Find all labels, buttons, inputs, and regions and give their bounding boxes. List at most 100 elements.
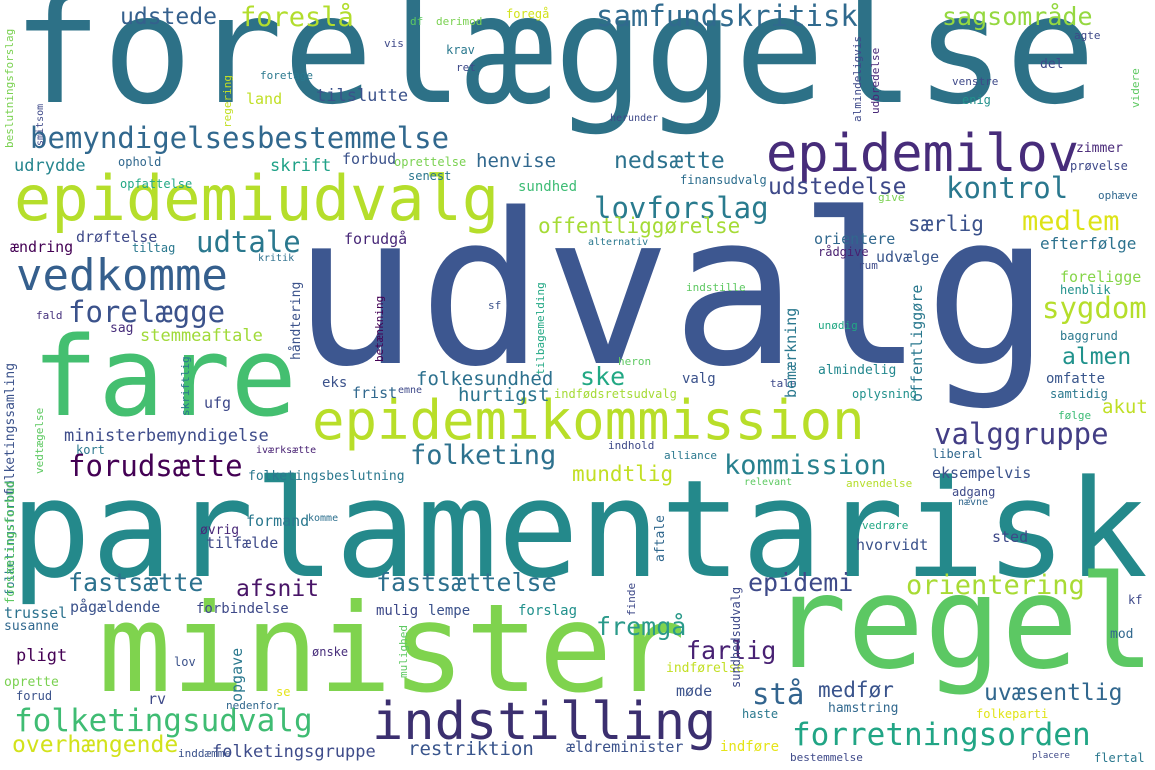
word-videre: videre <box>1129 68 1142 108</box>
word-forelaeggelse: forelæggelse <box>12 0 1096 138</box>
word-epidemikommission: epidemikommission <box>312 389 865 452</box>
word-enig: enig <box>962 93 991 107</box>
word-derimod: derimod <box>436 15 483 28</box>
word-stemmeaftale: stemmeaftale <box>140 326 263 346</box>
word-epidemilov: epidemilov <box>766 124 1080 184</box>
word-alliance: alliance <box>664 449 717 462</box>
word-bemyndigelsesbestemmelse: bemyndigelsesbestemmelse <box>30 121 450 155</box>
word-raadgive: rådgive <box>818 245 869 259</box>
word-trussel: trussel <box>4 604 68 622</box>
word-kf: kf <box>1128 593 1143 607</box>
word-fremgaa: fremgå <box>596 612 687 641</box>
word-zimmer: zimmer <box>1076 141 1123 156</box>
word-lempe: lempe <box>428 603 471 619</box>
word-beslutningsforslag: beslutningsforslag <box>3 28 16 148</box>
word-henvise: henvise <box>476 150 557 172</box>
word-fald: fald <box>36 309 63 322</box>
word-minister: minister <box>98 578 686 720</box>
word-oevrig: øvrig <box>200 523 240 538</box>
word-regering: regering <box>221 75 234 128</box>
word-tilfaelde: tilfælde <box>206 534 279 552</box>
word-almindeligvis: almindeligvis <box>851 35 864 122</box>
word-indstille: indstille <box>686 281 746 294</box>
word-indfoere: indføre <box>720 739 780 755</box>
word-se: se <box>276 685 291 699</box>
word-land: land <box>246 90 283 108</box>
word-kritik: kritik <box>258 253 295 264</box>
word-foregaa: foregå <box>506 7 550 21</box>
word-overhaengende: overhængende <box>12 732 179 758</box>
word-udstedelse: udstedelse <box>768 174 907 200</box>
word-aendring: ændring <box>10 238 74 256</box>
word-vedkomme: vedkomme <box>16 250 228 301</box>
word-foreslaa: foreslå <box>240 2 354 33</box>
word-aftale: aftale <box>653 515 668 562</box>
word-df: df <box>410 15 424 28</box>
word-epidemiudvalg: epidemiudvalg <box>14 162 500 235</box>
word-del: del <box>1040 57 1064 72</box>
word-kontrol: kontrol <box>946 171 1069 205</box>
word-folkesundhed: folkesundhed <box>416 368 554 390</box>
word-naevne: nævne <box>958 497 989 508</box>
word-ivaerksaette: iværksætte <box>256 445 317 456</box>
word-folketingssamling: folketingssamling <box>3 362 18 496</box>
word-droeftelse: drøftelse <box>76 228 158 246</box>
word-adgang: adgang <box>952 485 996 499</box>
word-udvalg: udvalg <box>292 168 1051 413</box>
word-henblik: henblik <box>1060 283 1111 297</box>
word-anvendelse: anvendelse <box>846 477 913 490</box>
word-hvorvidt: hvorvidt <box>856 536 929 554</box>
word-rv: rv <box>148 690 167 708</box>
word-vedroere: vedrøre <box>862 519 909 532</box>
word-smitsom: smitsom <box>35 103 46 146</box>
word-inddaemme: inddæmme <box>178 747 231 760</box>
word-samfundskritisk: samfundskritisk <box>596 0 858 33</box>
word-nedsaette: nedsætte <box>614 148 725 174</box>
word-orientering: orientering <box>906 570 1085 601</box>
word-tiltag: tiltag <box>132 241 176 255</box>
word-foelge: følge <box>1058 409 1092 422</box>
word-vedtaegelse: vedtægelse <box>33 407 46 474</box>
word-indfoerelse: indførelse <box>666 661 745 676</box>
word-offentliggoere: offentliggøre <box>908 284 926 402</box>
word-opfattelse: opfattelse <box>120 177 193 191</box>
word-udvaelge: udvælge <box>876 248 940 266</box>
word-krav: krav <box>446 43 475 57</box>
word-mundtlig: mundtlig <box>572 462 674 486</box>
word-relevant: relevant <box>744 477 793 488</box>
word-medfoer: medfør <box>818 678 894 702</box>
word-offentliggoerelse: offentliggørelse <box>538 214 741 238</box>
word-ophold: ophold <box>118 155 162 169</box>
word-rum: rum <box>858 259 878 272</box>
word-formand: formand <box>246 512 310 530</box>
word-hamstring: hamstring <box>828 701 899 716</box>
word-unoedig: unødig <box>818 319 858 332</box>
word-mulig: mulig <box>376 603 419 619</box>
word-paagaeldende: pågældende <box>70 598 161 616</box>
word-folkeparti: folkeparti <box>976 707 1049 721</box>
word-afsnit: afsnit <box>236 576 320 602</box>
word-betaenkning: betænkning <box>373 295 386 362</box>
word-haste: haste <box>742 707 779 721</box>
word-placere: placere <box>1032 751 1070 761</box>
word-folketingsgruppe: folketingsgruppe <box>212 742 376 762</box>
word-nedenfor: nedenfor <box>226 699 279 712</box>
word-emne: emne <box>398 385 423 396</box>
word-orientere: orientere <box>814 230 896 248</box>
word-tale: tale <box>770 377 797 390</box>
word-skriftlig: skriftlig <box>179 356 192 416</box>
word-saerlig: særlig <box>908 212 984 236</box>
word-foretage: foretage <box>260 69 313 82</box>
word-lov: lov <box>174 655 196 669</box>
word-oplysning: oplysning <box>852 387 918 401</box>
word-farlig: farlig <box>686 636 777 665</box>
word-venstre: venstre <box>952 75 999 88</box>
word-frist: frist <box>352 384 398 402</box>
word-sag: sag <box>110 321 134 336</box>
word-sundhedsudvalg: sundhedsudvalg <box>729 586 743 688</box>
word-sundhed: sundhed <box>518 179 578 195</box>
word-mulighed: mulighed <box>397 625 410 678</box>
word-finde: finde <box>625 582 638 616</box>
word-sygdom: sygdom <box>1042 291 1147 325</box>
word-vis: vis <box>384 37 404 50</box>
